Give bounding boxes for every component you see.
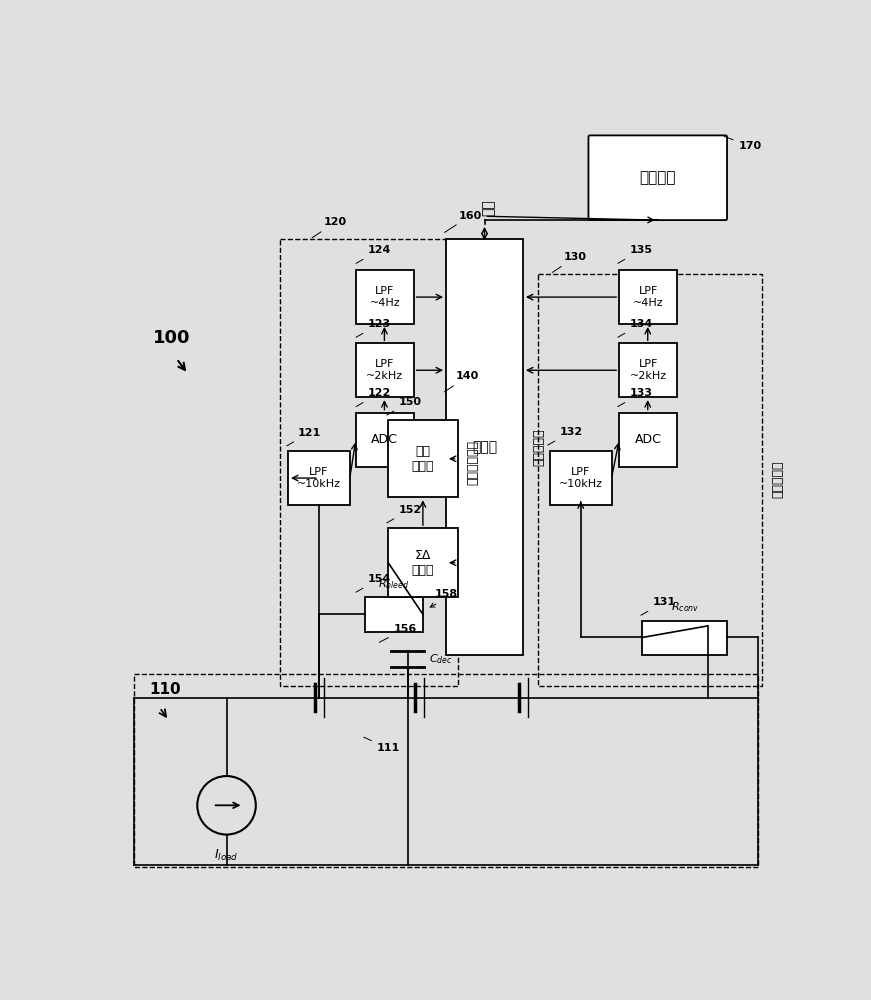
FancyBboxPatch shape <box>589 135 727 220</box>
Bar <box>538 274 762 686</box>
Text: （时间截）: （时间截） <box>532 428 545 466</box>
Text: 组控制器: 组控制器 <box>639 170 676 185</box>
Text: 156: 156 <box>379 624 417 642</box>
Text: 124: 124 <box>356 245 391 263</box>
Text: 正弦
发生器: 正弦 发生器 <box>412 445 434 473</box>
Bar <box>356 343 414 397</box>
Bar <box>280 239 457 686</box>
Text: ADC: ADC <box>371 433 398 446</box>
Text: 133: 133 <box>618 388 652 407</box>
Text: 134: 134 <box>618 319 652 337</box>
Text: LPF
~4Hz: LPF ~4Hz <box>369 286 400 308</box>
Text: $R_{bleed}$: $R_{bleed}$ <box>378 577 409 591</box>
Bar <box>288 451 350 505</box>
Bar <box>134 674 758 867</box>
Text: 总线: 总线 <box>482 200 496 216</box>
Text: 131: 131 <box>641 597 676 615</box>
Text: LPF
~2kHz: LPF ~2kHz <box>630 359 666 381</box>
Text: 132: 132 <box>548 427 583 445</box>
Bar <box>356 413 414 466</box>
Bar <box>619 270 677 324</box>
Text: 170: 170 <box>725 136 762 151</box>
Bar <box>550 451 611 505</box>
Text: 110: 110 <box>150 682 181 697</box>
Text: LPF
~4Hz: LPF ~4Hz <box>633 286 664 308</box>
Bar <box>642 620 727 655</box>
Text: $C_{dec}$: $C_{dec}$ <box>429 652 453 666</box>
Text: 存全器: 存全器 <box>472 440 497 454</box>
Text: $I_{load}$: $I_{load}$ <box>214 848 239 863</box>
Bar <box>365 597 423 632</box>
Bar <box>619 413 677 466</box>
Text: 120: 120 <box>312 217 347 238</box>
Text: 组电流测量: 组电流测量 <box>771 461 784 498</box>
Text: 154: 154 <box>356 574 391 592</box>
Text: 160: 160 <box>444 211 483 232</box>
Text: LPF
~2kHz: LPF ~2kHz <box>366 359 403 381</box>
Bar <box>388 420 457 497</box>
Text: 122: 122 <box>356 388 391 407</box>
Text: 100: 100 <box>153 329 191 347</box>
Text: 130: 130 <box>552 252 587 272</box>
Bar <box>356 270 414 324</box>
Bar <box>619 343 677 397</box>
Text: 152: 152 <box>387 505 422 523</box>
Text: 150: 150 <box>387 397 422 415</box>
Text: 单元电压测量: 单元电压测量 <box>467 440 480 485</box>
Text: ADC: ADC <box>635 433 662 446</box>
Text: 158: 158 <box>435 589 457 599</box>
Text: $R_{conv}$: $R_{conv}$ <box>671 601 699 614</box>
Text: LPF
~10kHz: LPF ~10kHz <box>559 467 603 489</box>
Text: 135: 135 <box>618 245 652 263</box>
Bar <box>388 528 457 597</box>
Text: 140: 140 <box>444 371 479 392</box>
Text: 121: 121 <box>287 428 321 446</box>
Text: ΣΔ
调制器: ΣΔ 调制器 <box>412 549 434 577</box>
Text: 111: 111 <box>364 737 400 753</box>
Text: LPF
~10kHz: LPF ~10kHz <box>297 467 341 489</box>
Bar <box>446 239 523 655</box>
Text: 123: 123 <box>356 319 390 337</box>
